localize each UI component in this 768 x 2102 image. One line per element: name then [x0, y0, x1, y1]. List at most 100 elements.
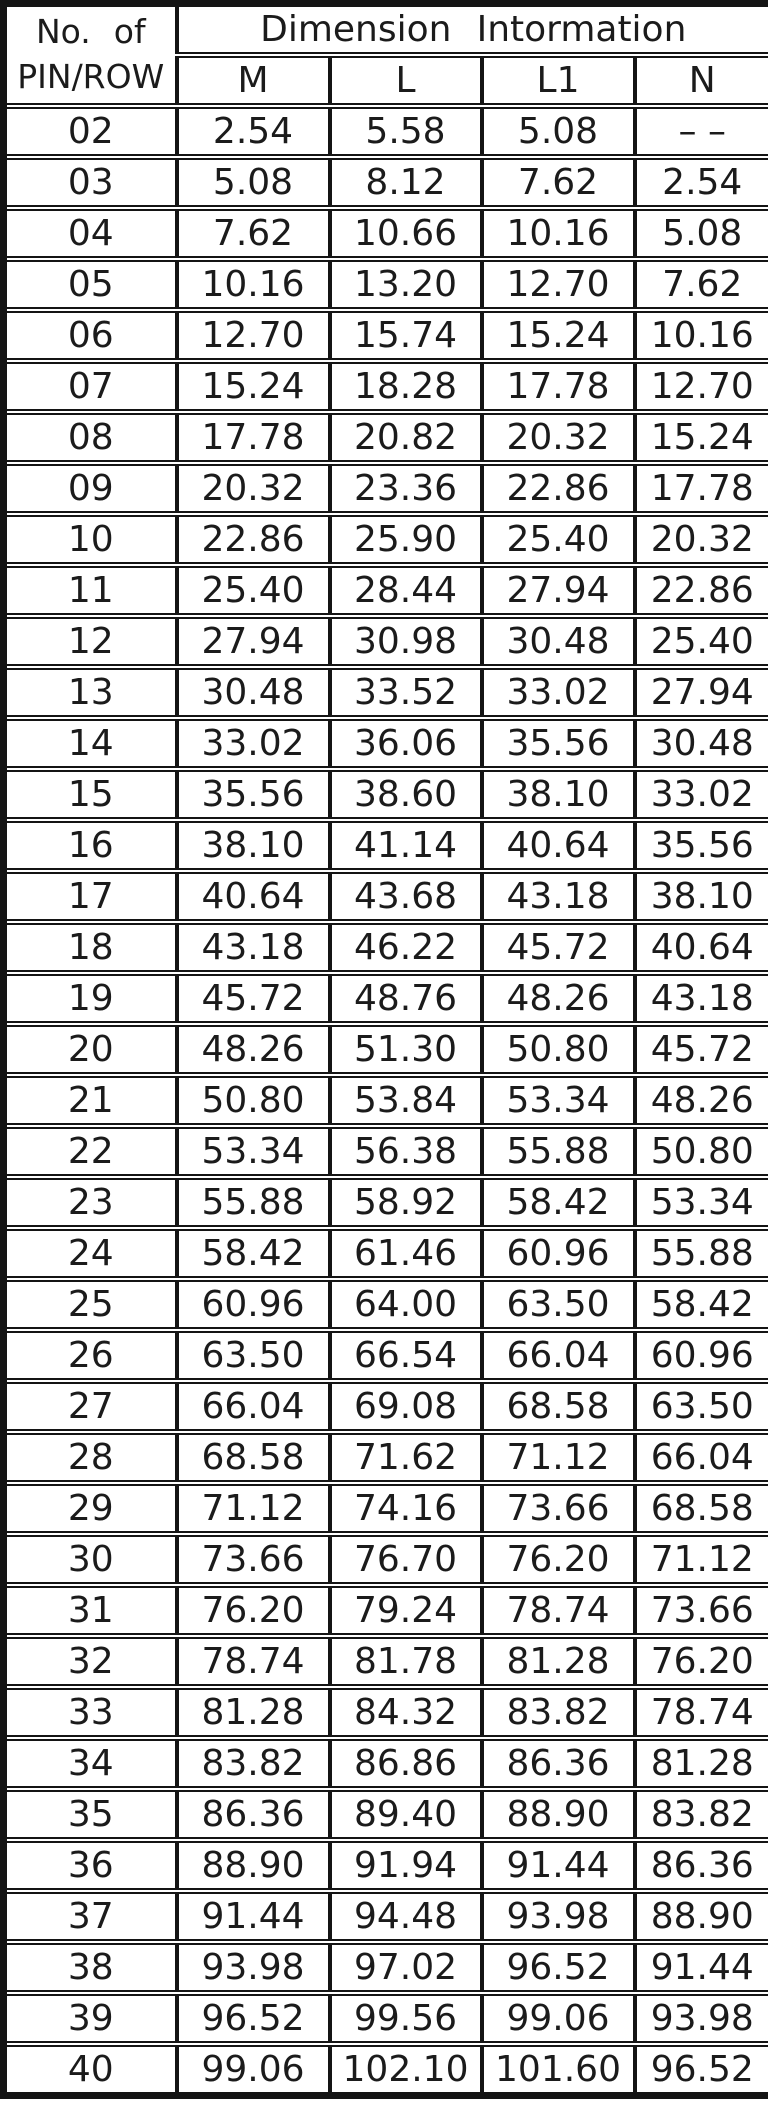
- table-row: 10 22.86 25.90 25.40 20.32: [1, 511, 768, 568]
- dimension-m-cell: 5.08: [174, 154, 332, 211]
- dimension-l1-cell: 53.34: [479, 1072, 637, 1129]
- dimension-n-cell: 88.90: [632, 1888, 768, 1945]
- pin-count-cell: 04: [1, 205, 179, 262]
- table-row: 09 20.32 23.36 22.86 17.78: [1, 460, 768, 517]
- dimension-l1-cell: 68.58: [479, 1378, 637, 1435]
- dimension-l-cell: 23.36: [327, 460, 484, 517]
- dimension-n-cell: 7.62: [632, 256, 768, 313]
- pin-count-cell: 18: [1, 919, 179, 976]
- dimension-n-cell: 10.16: [632, 307, 768, 364]
- pin-count-cell: 14: [1, 715, 179, 772]
- table-row: 14 33.02 36.06 35.56 30.48: [1, 715, 768, 772]
- table-row: 28 68.58 71.62 71.12 66.04: [1, 1429, 768, 1486]
- dimension-n-cell: 63.50: [632, 1378, 768, 1435]
- pin-count-cell: 08: [1, 409, 179, 466]
- corner-header-line2: PIN/ROW: [17, 57, 165, 96]
- table-row: 32 78.74 81.78 81.28 76.20: [1, 1633, 768, 1690]
- table-row: 13 30.48 33.52 33.02 27.94: [1, 664, 768, 721]
- dimension-m-cell: 2.54: [174, 103, 332, 160]
- dimension-m-cell: 45.72: [174, 970, 332, 1027]
- dimension-m-cell: 86.36: [174, 1786, 332, 1843]
- dimension-n-cell: 68.58: [632, 1480, 768, 1537]
- dimension-m-cell: 48.26: [174, 1021, 332, 1078]
- dimension-m-cell: 78.74: [174, 1633, 332, 1690]
- dimension-l1-cell: 22.86: [479, 460, 637, 517]
- table-row: 11 25.40 28.44 27.94 22.86: [1, 562, 768, 619]
- table-row: 12 27.94 30.98 30.48 25.40: [1, 613, 768, 670]
- dimension-n-cell: 58.42: [632, 1276, 768, 1333]
- pin-count-cell: 16: [1, 817, 179, 874]
- dimension-l1-cell: 43.18: [479, 868, 637, 925]
- dimension-m-cell: 58.42: [174, 1225, 332, 1282]
- dimension-n-cell: 40.64: [632, 919, 768, 976]
- pin-count-cell: 26: [1, 1327, 179, 1384]
- table-row: 39 96.52 99.56 99.06 93.98: [1, 1990, 768, 2047]
- dimension-m-cell: 40.64: [174, 868, 332, 925]
- table-body: 02 2.54 5.58 5.08 – – 03 5.08 8.12 7.62 …: [1, 103, 768, 2099]
- dimension-l-cell: 61.46: [327, 1225, 484, 1282]
- table-row: 36 88.90 91.94 91.44 86.36: [1, 1837, 768, 1894]
- corner-header-line1: No. of: [35, 12, 146, 52]
- dimension-l1-cell: 93.98: [479, 1888, 637, 1945]
- dimension-n-cell: 45.72: [632, 1021, 768, 1078]
- dimension-m-cell: 35.56: [174, 766, 332, 823]
- dimension-n-cell: 83.82: [632, 1786, 768, 1843]
- column-header-m: M: [174, 52, 332, 109]
- dimension-l1-cell: 96.52: [479, 1939, 637, 1996]
- pin-count-cell: 25: [1, 1276, 179, 1333]
- dimension-l1-cell: 71.12: [479, 1429, 637, 1486]
- dimension-m-cell: 33.02: [174, 715, 332, 772]
- dimension-n-cell: 50.80: [632, 1123, 768, 1180]
- pin-count-cell: 09: [1, 460, 179, 517]
- dimension-l1-cell: 66.04: [479, 1327, 637, 1384]
- dimension-l-cell: 91.94: [327, 1837, 484, 1894]
- dimension-n-cell: 71.12: [632, 1531, 768, 1588]
- table-row: 19 45.72 48.76 48.26 43.18: [1, 970, 768, 1027]
- dimension-n-cell: – –: [632, 103, 768, 160]
- dimension-l1-cell: 12.70: [479, 256, 637, 313]
- dimension-n-cell: 12.70: [632, 358, 768, 415]
- pin-count-cell: 11: [1, 562, 179, 619]
- dimension-l1-cell: 99.06: [479, 1990, 637, 2047]
- table-row: 30 73.66 76.70 76.20 71.12: [1, 1531, 768, 1588]
- dimension-l-cell: 99.56: [327, 1990, 484, 2047]
- pin-count-cell: 23: [1, 1174, 179, 1231]
- dimension-n-cell: 15.24: [632, 409, 768, 466]
- dimension-m-cell: 53.34: [174, 1123, 332, 1180]
- dimension-l1-cell: 101.60: [479, 2041, 637, 2099]
- dimension-l1-cell: 30.48: [479, 613, 637, 670]
- dimension-l1-cell: 55.88: [479, 1123, 637, 1180]
- dimension-m-cell: 17.78: [174, 409, 332, 466]
- pin-count-cell: 40: [1, 2041, 179, 2099]
- table-row: 16 38.10 41.14 40.64 35.56: [1, 817, 768, 874]
- dimension-l-cell: 79.24: [327, 1582, 484, 1639]
- table-row: 37 91.44 94.48 93.98 88.90: [1, 1888, 768, 1945]
- dimension-l1-cell: 88.90: [479, 1786, 637, 1843]
- pin-count-cell: 29: [1, 1480, 179, 1537]
- pin-count-cell: 13: [1, 664, 179, 721]
- table-row: 05 10.16 13.20 12.70 7.62: [1, 256, 768, 313]
- pin-count-cell: 22: [1, 1123, 179, 1180]
- dimension-l-cell: 18.28: [327, 358, 484, 415]
- group-header-row: No. of PIN/ROW Dimension Intormation: [1, 0, 768, 109]
- table-row: 03 5.08 8.12 7.62 2.54: [1, 154, 768, 211]
- table-row: 22 53.34 56.38 55.88 50.80: [1, 1123, 768, 1180]
- dimension-l-cell: 13.20: [327, 256, 484, 313]
- dimension-l-cell: 53.84: [327, 1072, 484, 1129]
- dimension-n-cell: 20.32: [632, 511, 768, 568]
- dimension-n-cell: 73.66: [632, 1582, 768, 1639]
- table-row: 02 2.54 5.58 5.08 – –: [1, 103, 768, 160]
- dimension-l-cell: 89.40: [327, 1786, 484, 1843]
- dimension-n-cell: 76.20: [632, 1633, 768, 1690]
- dimension-n-cell: 25.40: [632, 613, 768, 670]
- table-row: 08 17.78 20.82 20.32 15.24: [1, 409, 768, 466]
- dimension-l-cell: 20.82: [327, 409, 484, 466]
- table-row: 20 48.26 51.30 50.80 45.72: [1, 1021, 768, 1078]
- dimension-l1-cell: 5.08: [479, 103, 637, 160]
- table-row: 27 66.04 69.08 68.58 63.50: [1, 1378, 768, 1435]
- pin-count-cell: 30: [1, 1531, 179, 1588]
- dimension-m-cell: 38.10: [174, 817, 332, 874]
- table-row: 07 15.24 18.28 17.78 12.70: [1, 358, 768, 415]
